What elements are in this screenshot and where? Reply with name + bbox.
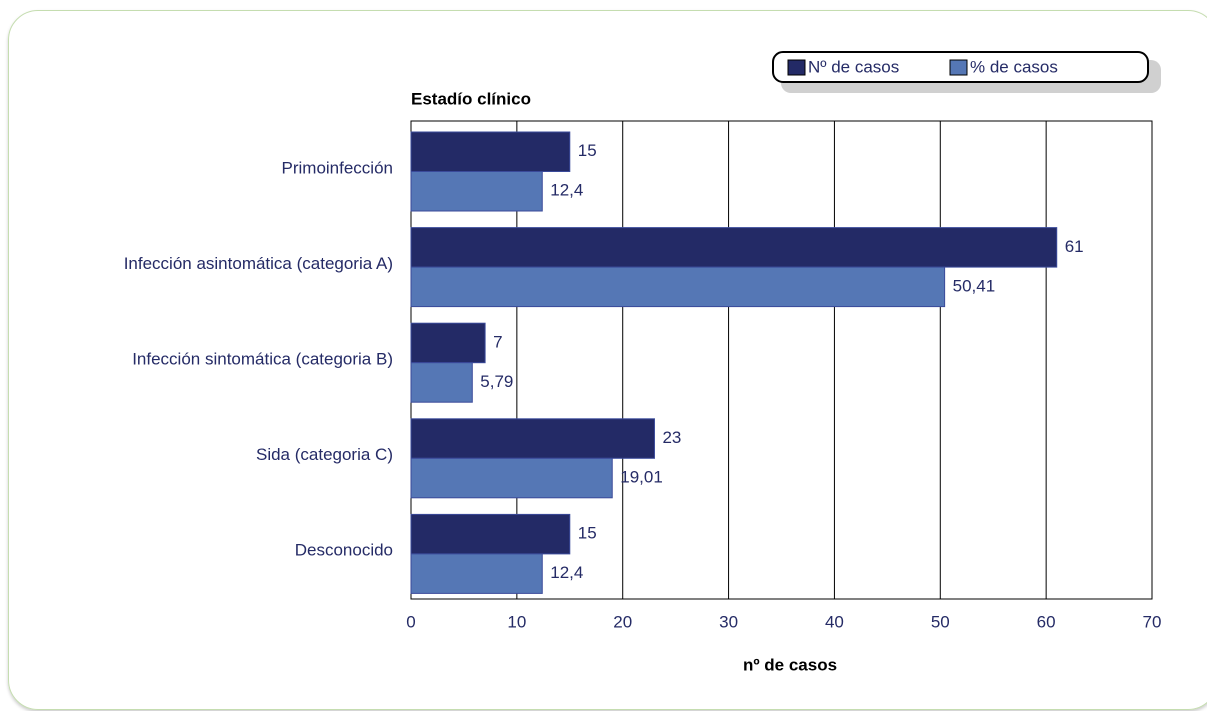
bar xyxy=(410,266,946,308)
bar xyxy=(410,322,486,364)
value-label: 19,01 xyxy=(620,468,663,487)
y-tick-label: Sida (categoria C) xyxy=(256,445,393,464)
x-tick-label: 0 xyxy=(406,612,415,631)
x-tick-label: 40 xyxy=(825,612,844,631)
value-label: 12,4 xyxy=(550,563,583,582)
x-tick-label: 30 xyxy=(719,612,738,631)
value-label: 23 xyxy=(662,428,681,447)
value-label: 15 xyxy=(578,524,597,543)
y-tick-label: Primoinfección xyxy=(282,158,394,177)
y-tick-label: Infección asintomática (categoria A) xyxy=(124,254,393,273)
bar xyxy=(410,362,473,403)
value-label: 12,4 xyxy=(550,181,583,200)
x-axis-label: nº de casos xyxy=(743,655,837,674)
legend-swatch xyxy=(787,59,806,76)
value-label: 50,41 xyxy=(953,276,996,295)
bar xyxy=(410,553,543,594)
y-tick-label: Desconocido xyxy=(295,541,393,560)
value-label: 61 xyxy=(1065,237,1084,256)
bar xyxy=(410,227,1058,268)
frame xyxy=(8,10,1207,710)
x-tick-label: 50 xyxy=(931,612,950,631)
value-label: 15 xyxy=(578,141,597,160)
bar xyxy=(410,418,655,459)
x-tick-label: 10 xyxy=(507,612,526,631)
y-tick-label: Infección sintomática (categoria B) xyxy=(132,349,393,368)
x-tick-label: 20 xyxy=(613,612,632,631)
x-tick-label: 60 xyxy=(1037,612,1056,631)
bar xyxy=(410,171,543,212)
legend-label: % de casos xyxy=(970,57,1058,76)
bar xyxy=(410,131,571,172)
legend-swatch xyxy=(949,59,968,76)
legend-label: Nº de casos xyxy=(808,57,899,76)
bar xyxy=(410,457,613,499)
value-label: 5,79 xyxy=(480,372,513,391)
x-tick-label: 70 xyxy=(1143,612,1162,631)
value-label: 7 xyxy=(493,332,502,351)
chart-title: Estadío clínico xyxy=(411,89,531,108)
bar xyxy=(410,513,571,555)
